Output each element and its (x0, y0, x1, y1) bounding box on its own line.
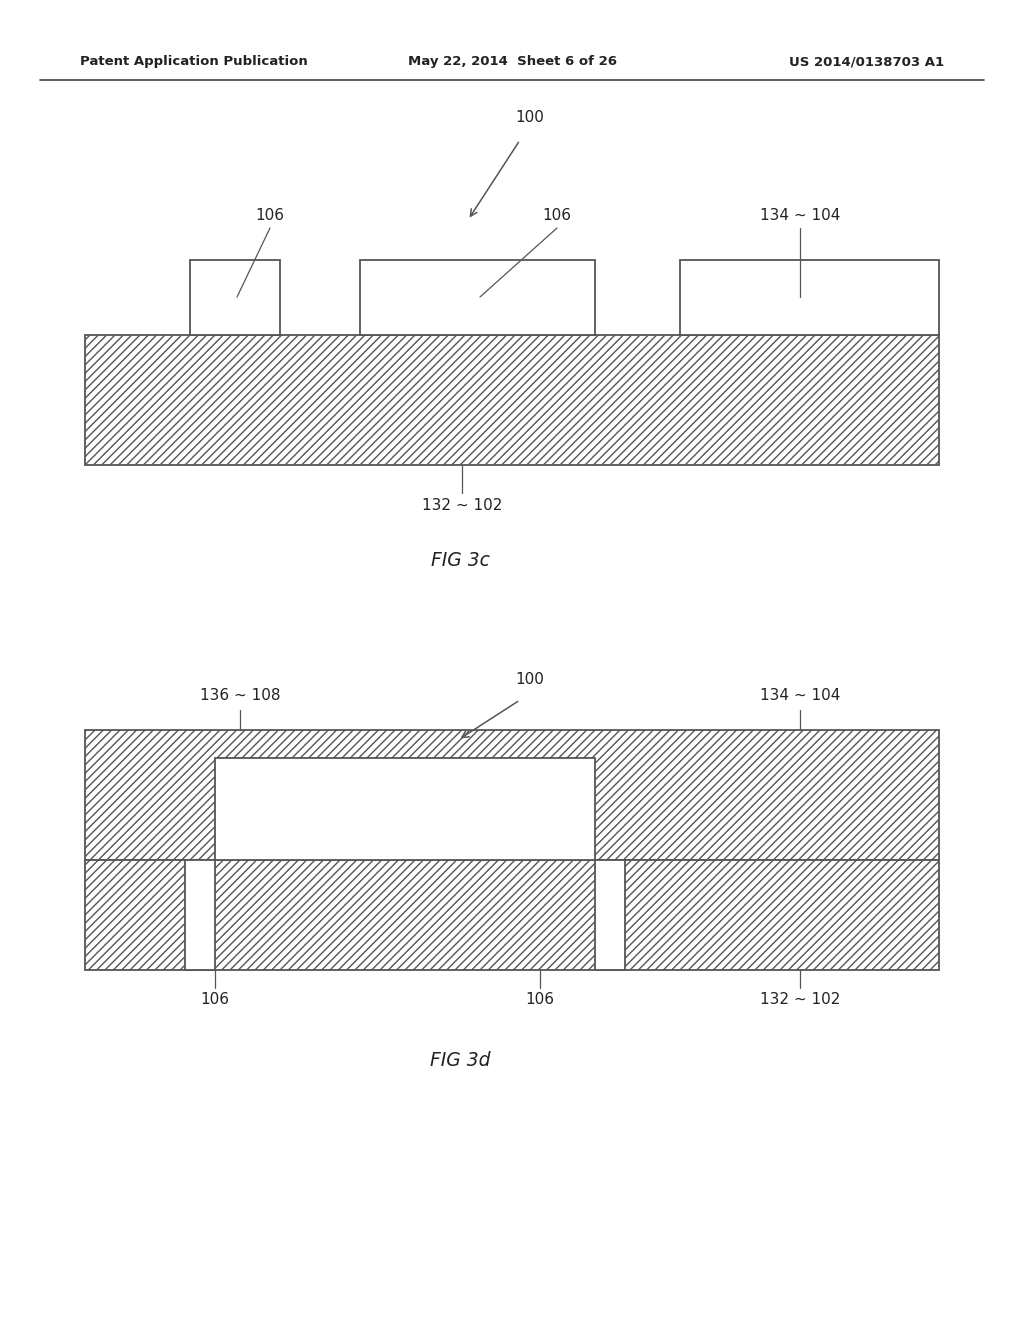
Text: 100: 100 (515, 672, 545, 688)
Text: 132 ~ 102: 132 ~ 102 (422, 498, 502, 512)
Text: May 22, 2014  Sheet 6 of 26: May 22, 2014 Sheet 6 of 26 (408, 55, 616, 69)
Bar (595, 861, 625, 970)
Bar (190, 260, 280, 335)
Text: 106: 106 (201, 993, 229, 1007)
Text: 134 ~ 104: 134 ~ 104 (760, 688, 840, 702)
Bar (85, 861, 939, 970)
Text: FIG 3d: FIG 3d (430, 1051, 490, 1069)
Bar (85, 730, 939, 861)
Bar (85, 335, 939, 465)
Text: 106: 106 (256, 207, 285, 223)
Bar (215, 758, 595, 861)
Text: 100: 100 (515, 111, 545, 125)
Bar (680, 260, 939, 335)
Text: 132 ~ 102: 132 ~ 102 (760, 993, 840, 1007)
Bar (185, 861, 215, 970)
Text: 106: 106 (525, 993, 555, 1007)
Text: 134 ~ 104: 134 ~ 104 (760, 207, 840, 223)
Text: US 2014/0138703 A1: US 2014/0138703 A1 (788, 55, 944, 69)
Text: 136 ~ 108: 136 ~ 108 (200, 688, 281, 702)
Text: 106: 106 (543, 207, 571, 223)
Bar (360, 260, 595, 335)
Text: Patent Application Publication: Patent Application Publication (80, 55, 308, 69)
Text: FIG 3c: FIG 3c (430, 550, 489, 569)
